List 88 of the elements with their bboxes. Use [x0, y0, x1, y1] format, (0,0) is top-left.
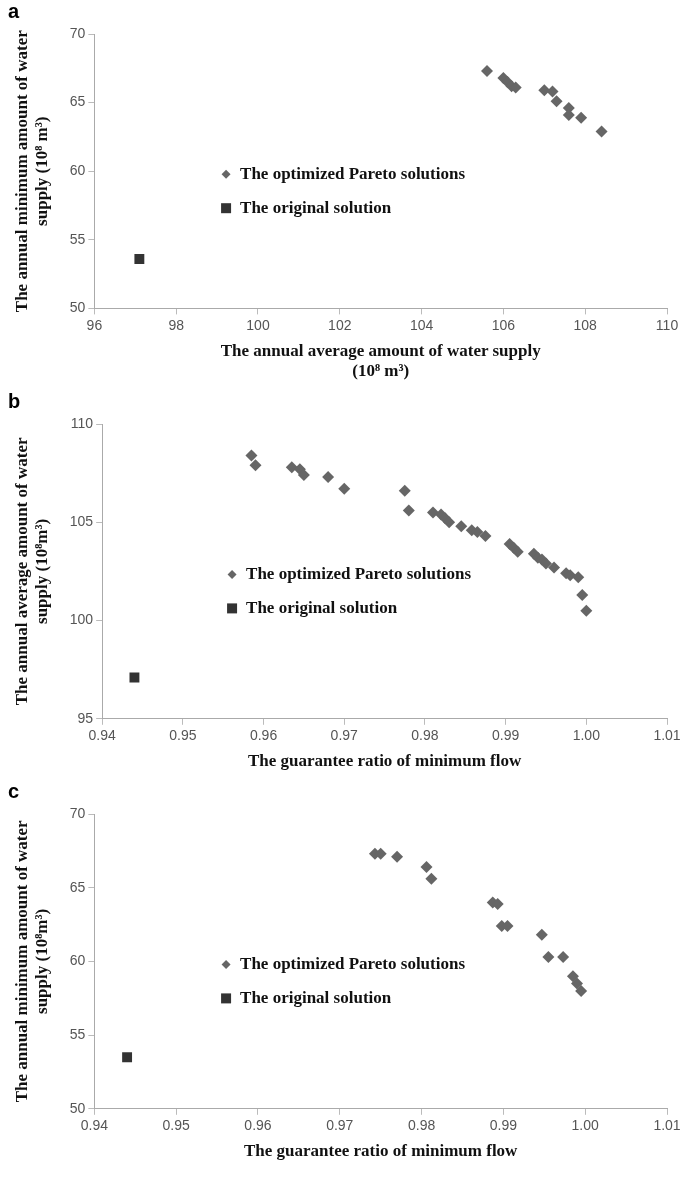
chart-title: c [8, 779, 20, 802]
x-tick-label: 0.94 [80, 1117, 109, 1134]
point [481, 65, 494, 78]
y-axis-title: The annual minimum amount of water supply (10⁸m³) [11, 819, 51, 1103]
y-tick-label: 110 [70, 414, 94, 431]
x-tick-label: 106 [491, 316, 516, 333]
point [539, 557, 552, 570]
x-tick-label: 102 [328, 316, 352, 333]
point [426, 506, 439, 519]
point [402, 504, 415, 517]
legend-label: The optimized Pareto solutions [240, 163, 466, 183]
y-tick-label: 65 [69, 93, 86, 110]
point [455, 520, 468, 533]
y-axis-title: The annual minimum amount of water supply (10⁸ m³) [11, 29, 51, 313]
x-tick-label: 100 [246, 316, 270, 333]
point [546, 85, 559, 98]
point [511, 545, 524, 558]
point [535, 928, 548, 941]
point [443, 516, 456, 529]
point [297, 469, 310, 482]
legend-label: The original solution [240, 987, 392, 1007]
y-tick-label: 50 [69, 299, 86, 316]
x-axis-title: The guarantee ratio of minimum flow [247, 751, 522, 771]
legend-label: The optimized Pareto solutions [240, 953, 466, 973]
x-tick-label: 98 [168, 316, 185, 333]
x-tick-label: 0.99 [491, 727, 520, 744]
point [249, 459, 262, 472]
point [245, 449, 258, 462]
point [595, 125, 608, 138]
point [285, 461, 298, 474]
chart-title: b [8, 389, 21, 412]
point [575, 984, 588, 997]
point [338, 482, 351, 495]
point [134, 254, 145, 264]
legend-label: The original solution [240, 197, 392, 217]
x-tick-label: 0.95 [162, 1117, 191, 1134]
x-tick-label: 0.94 [88, 727, 116, 744]
x-tick-label: 0.98 [407, 1117, 436, 1134]
y-axis-title: The annual average amount of water supply (10⁸m³) [11, 437, 51, 706]
point [572, 571, 585, 584]
point [129, 672, 140, 683]
point [479, 530, 492, 543]
x-tick-label: 1.00 [572, 727, 601, 744]
x-tick-label: 96 [86, 316, 103, 333]
x-axis-title: The annual average amount of water supply (10⁸ m³) [220, 340, 542, 381]
y-tick-label: 55 [69, 230, 86, 247]
y-tick-label: 70 [69, 804, 86, 821]
y-tick-label: 95 [77, 709, 94, 726]
point [548, 561, 561, 574]
point [425, 872, 438, 885]
x-tick-label: 1.01 [653, 727, 681, 744]
point [420, 861, 433, 874]
point [542, 950, 555, 963]
point [557, 950, 570, 963]
y-tick-label: 65 [69, 878, 86, 895]
legend-label: The original solution [246, 597, 398, 617]
x-tick-label: 1.01 [653, 1117, 681, 1134]
y-tick-label: 100 [69, 611, 94, 628]
chart-title: a [8, 0, 20, 22]
x-tick-label: 0.99 [489, 1117, 518, 1134]
point [571, 977, 584, 990]
point [322, 471, 335, 484]
point [575, 111, 588, 124]
x-tick-label: 0.97 [330, 727, 359, 744]
x-tick-label: 0.96 [244, 1117, 272, 1134]
point [122, 1052, 133, 1063]
y-tick-label: 60 [69, 162, 86, 179]
x-tick-label: 104 [409, 316, 434, 333]
x-tick-label: 108 [573, 316, 598, 333]
point [550, 95, 563, 108]
y-tick-label: 105 [69, 513, 94, 530]
y-tick-label: 70 [69, 24, 86, 41]
y-tick-label: 50 [69, 1099, 86, 1116]
point [576, 588, 589, 601]
x-tick-label: 110 [655, 316, 679, 333]
x-tick-label: 1.00 [571, 1117, 600, 1134]
legend-label: The optimized Pareto solutions [246, 563, 472, 583]
y-tick-label: 60 [69, 952, 86, 969]
point [398, 484, 411, 497]
y-tick-label: 55 [69, 1025, 86, 1042]
x-tick-label: 0.95 [169, 727, 197, 744]
x-tick-label: 0.96 [249, 727, 278, 744]
x-tick-label: 0.97 [326, 1117, 354, 1134]
point [580, 604, 593, 617]
x-axis-title: The guarantee ratio of minimum flow [243, 1141, 519, 1161]
point [566, 970, 579, 983]
point [391, 850, 404, 863]
x-tick-label: 0.98 [411, 727, 439, 744]
